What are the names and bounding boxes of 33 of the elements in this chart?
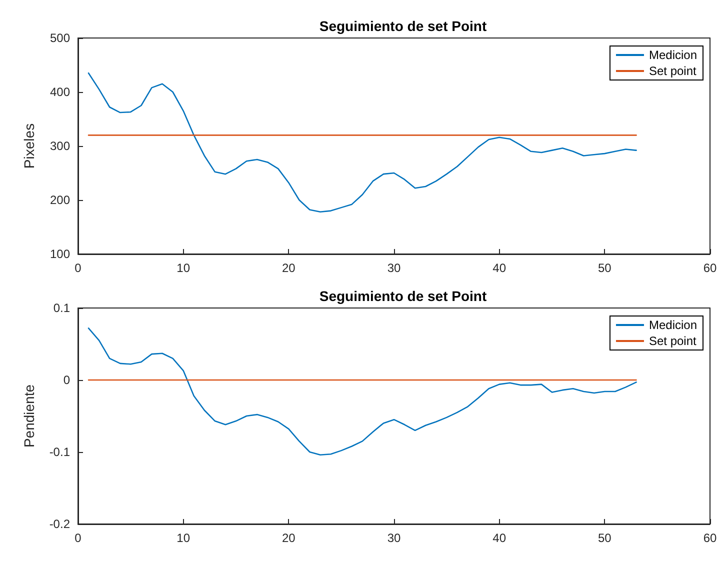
x-tick-label: 10 [176,261,190,275]
y-tick-label: 500 [50,31,70,45]
y-tick-label: 100 [50,247,70,261]
y-tick-label: -0.1 [49,445,70,459]
x-tick-label: 60 [703,261,717,275]
legend-label: Set point [648,64,698,78]
y-tick-label: 300 [50,139,70,153]
chart-title: Seguimiento de set Point [319,18,487,34]
x-tick-label: 0 [74,531,82,545]
x-tick-label: 50 [598,261,612,275]
x-tick-label: 30 [387,531,401,545]
x-tick-label: 60 [703,531,717,545]
y-tick-label: 0 [63,373,70,387]
legend-label: Medicion [648,318,698,332]
legend-label: Medicion [648,48,698,62]
y-tick-label: -0.2 [49,517,70,531]
y-axis-title: Pendiente [21,384,37,448]
x-tick-label: 20 [282,261,296,275]
y-tick-label: 0.1 [53,301,70,315]
legend-label: Set point [648,334,698,348]
line-series [88,72,637,213]
x-tick-label: 40 [492,261,506,275]
x-tick-label: 10 [176,531,190,545]
x-tick-label: 0 [74,261,82,275]
x-tick-label: 40 [492,531,506,545]
y-tick-label: 400 [50,85,70,99]
chart-title: Seguimiento de set Point [319,288,487,304]
y-tick-label: 200 [50,193,70,207]
y-axis-title: Pixeles [21,123,37,169]
x-tick-label: 20 [282,531,296,545]
x-tick-label: 50 [598,531,612,545]
x-tick-label: 30 [387,261,401,275]
line-series [88,328,637,456]
